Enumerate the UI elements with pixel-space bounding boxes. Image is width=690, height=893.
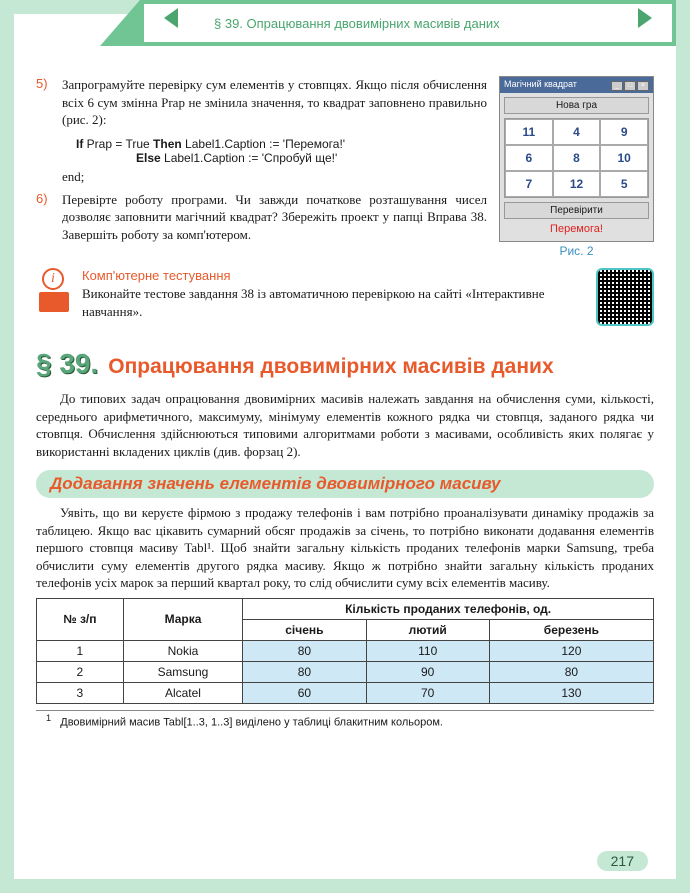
task-text: Перевірте роботу програми. Чи завжди поч… [62, 191, 487, 244]
td-brand: Nokia [123, 640, 242, 661]
td-val: 90 [366, 661, 489, 682]
window-controls: _□× [610, 79, 649, 91]
th-index: № з/п [37, 598, 124, 640]
section-title: Опрацювання двовимірних масивів даних [108, 355, 553, 379]
td-n: 1 [37, 640, 124, 661]
sales-table: № з/п Марка Кількість проданих телефонів… [36, 598, 654, 704]
table-row: 3 Alcatel 60 70 130 [37, 682, 654, 703]
page-number: 217 [597, 851, 648, 871]
result-label: Перемога! [504, 219, 649, 237]
th-month: березень [489, 619, 653, 640]
task-item: 6) Перевірте роботу програми. Чи завжди … [36, 191, 487, 244]
td-n: 2 [37, 661, 124, 682]
grid-cell[interactable]: 10 [600, 145, 648, 171]
td-val: 60 [243, 682, 366, 703]
td-val: 70 [366, 682, 489, 703]
section-intro: До типових задач опрацювання двовимірних… [36, 390, 654, 460]
task-number: 5) [36, 76, 62, 129]
grid-cell[interactable]: 9 [600, 119, 648, 145]
grid-cell[interactable]: 4 [553, 119, 601, 145]
code-end: end; [62, 169, 487, 185]
app-window: Магічний квадрат _□× Нова гра 11 4 9 6 8… [499, 76, 654, 242]
td-brand: Alcatel [123, 682, 242, 703]
grid-cell[interactable]: 6 [505, 145, 553, 171]
grid-cell[interactable]: 8 [553, 145, 601, 171]
task-number: 6) [36, 191, 62, 244]
check-button[interactable]: Перевірити [504, 202, 649, 219]
qr-code [596, 268, 654, 326]
td-brand: Samsung [123, 661, 242, 682]
info-icon: i [36, 268, 72, 316]
th-month: лютий [366, 619, 489, 640]
table-row: 2 Samsung 80 90 80 [37, 661, 654, 682]
footnote: 1 Двовимірний масив Tabl[1..3, 1..3] вид… [36, 710, 654, 729]
grid-cell[interactable]: 7 [505, 171, 553, 197]
table-header-row: № з/п Марка Кількість проданих телефонів… [37, 598, 654, 619]
task-text: Запрограмуйте перевірку сум елементів у … [62, 76, 487, 129]
code-block: If Prap = True Then Label1.Caption := 'П… [76, 137, 487, 165]
footnote-text: Двовимірний масив Tabl[1..3, 1..3] виділ… [60, 717, 443, 729]
subsection-header: Додавання значень елементів двовимірного… [36, 470, 654, 498]
td-n: 3 [37, 682, 124, 703]
new-game-button[interactable]: Нова гра [504, 97, 649, 114]
task-item: 5) Запрограмуйте перевірку сум елементів… [36, 76, 487, 129]
grid-cell[interactable]: 12 [553, 171, 601, 197]
th-brand: Марка [123, 598, 242, 640]
section-heading: § 39. Опрацювання двовимірних масивів да… [36, 348, 654, 380]
td-val: 80 [489, 661, 653, 682]
figure-magic-square: Магічний квадрат _□× Нова гра 11 4 9 6 8… [499, 76, 654, 258]
td-val: 80 [243, 661, 366, 682]
section-number: § 39. [36, 348, 98, 380]
magic-grid: 11 4 9 6 8 10 7 12 5 [504, 118, 649, 198]
footnote-num: 1 [46, 713, 51, 723]
grid-cell[interactable]: 11 [505, 119, 553, 145]
td-val: 80 [243, 640, 366, 661]
info-block: i Комп'ютерне тестування Виконайте тесто… [36, 268, 654, 326]
app-title: Магічний квадрат [504, 79, 577, 91]
app-titlebar: Магічний квадрат _□× [500, 77, 653, 93]
th-month: січень [243, 619, 366, 640]
table-row: 1 Nokia 80 110 120 [37, 640, 654, 661]
info-title: Комп'ютерне тестування [82, 268, 586, 283]
figure-caption: Рис. 2 [499, 244, 654, 258]
td-val: 120 [489, 640, 653, 661]
th-sold: Кількість проданих телефонів, од. [243, 598, 654, 619]
subsection-title: Додавання значень елементів двовимірного… [50, 474, 501, 493]
td-val: 110 [366, 640, 489, 661]
subsection-text: Уявіть, що ви керуєте фірмою з продажу т… [36, 504, 654, 592]
grid-cell[interactable]: 5 [600, 171, 648, 197]
td-val: 130 [489, 682, 653, 703]
info-text: Виконайте тестове завдання 38 із автомат… [82, 285, 586, 320]
